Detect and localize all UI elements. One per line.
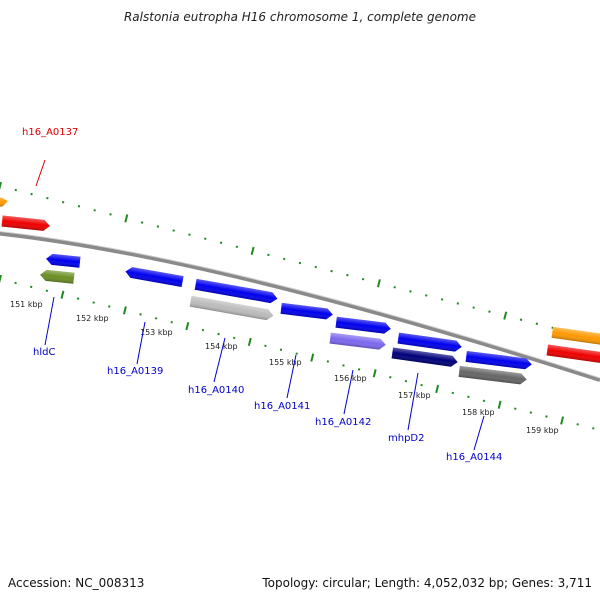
gene-arrow[interactable] [1, 215, 51, 232]
gene-arrow[interactable] [458, 365, 528, 385]
major-tick [497, 400, 502, 409]
tick-labels: 151 kbp 152 kbp 153 kbp 154 kbp 155 kbp … [10, 300, 559, 435]
major-tick [124, 214, 129, 223]
inner-tick-ring [0, 274, 595, 430]
leader-line [343, 369, 354, 415]
gene-arrow[interactable] [124, 266, 184, 287]
major-tick [310, 353, 315, 362]
gene-arrow[interactable] [46, 253, 81, 268]
major-tick [247, 337, 252, 346]
major-tick [435, 384, 440, 394]
accession-text: Accession: NC_008313 [8, 576, 145, 590]
tick-label: 156 kbp [334, 374, 367, 383]
tick-label: 155 kbp [269, 358, 302, 367]
tick-label: 154 kbp [205, 342, 238, 351]
gene-arrow[interactable] [40, 269, 75, 284]
leader-line [44, 296, 55, 346]
tick-label: 159 kbp [526, 426, 559, 435]
major-tick [250, 246, 255, 255]
gene-arrow[interactable] [465, 351, 533, 370]
gene-label-mhpd2[interactable]: mhpD2 [388, 433, 425, 444]
gene-label-leaders [35, 159, 485, 451]
chromosome-backbone-highlight [0, 231, 600, 379]
major-tick [0, 181, 2, 191]
gene-arrow[interactable] [194, 278, 279, 304]
gene-label-h16-a0141[interactable]: h16_A0141 [254, 401, 310, 412]
tick-label: 152 kbp [76, 314, 109, 323]
leader-line [286, 354, 297, 399]
leader-line [35, 159, 46, 187]
chromosome-backbone [0, 231, 600, 382]
gene-arrow[interactable] [280, 302, 334, 320]
gene-arrow[interactable] [546, 344, 600, 365]
leader-line [407, 372, 419, 431]
major-tick [376, 279, 381, 288]
major-tick [0, 274, 2, 284]
major-tick [503, 311, 508, 320]
genome-summary-text: Topology: circular; Length: 4,052,032 bp… [262, 576, 592, 590]
gene-label-h16-a0144[interactable]: h16_A0144 [446, 452, 502, 463]
gene-arrow[interactable] [189, 295, 275, 321]
gene-labels: h16_A0137 hldC h16_A0139 h16_A0140 h16_A… [22, 127, 502, 463]
gene-arrow[interactable] [0, 197, 9, 209]
gene-label-h16-a0142[interactable]: h16_A0142 [315, 417, 371, 428]
gene-arrow[interactable] [397, 332, 463, 353]
gene-label-h16-a0140[interactable]: h16_A0140 [188, 385, 244, 396]
major-tick [372, 369, 377, 378]
tick-label: 158 kbp [462, 408, 495, 417]
leader-line [473, 415, 485, 451]
major-tick [122, 306, 127, 315]
gene-label-h16-a0137[interactable]: h16_A0137 [22, 127, 78, 138]
tick-label: 151 kbp [10, 300, 43, 309]
major-tick [560, 416, 565, 425]
gene-arrow[interactable] [329, 332, 387, 351]
gene-arrow[interactable] [551, 326, 600, 346]
major-tick [60, 290, 65, 299]
gene-features [0, 197, 600, 385]
gene-label-h16-a0139[interactable]: h16_A0139 [107, 366, 163, 377]
leader-line [136, 321, 146, 365]
gene-label-hldc[interactable]: hldC [33, 347, 55, 358]
map-title: Ralstonia eutropha H16 chromosome 1, com… [123, 10, 477, 24]
major-tick [185, 322, 190, 331]
gene-arrow[interactable] [335, 316, 392, 335]
leader-line [213, 337, 226, 383]
tick-label: 153 kbp [140, 328, 173, 337]
gene-arrow[interactable] [391, 347, 459, 367]
